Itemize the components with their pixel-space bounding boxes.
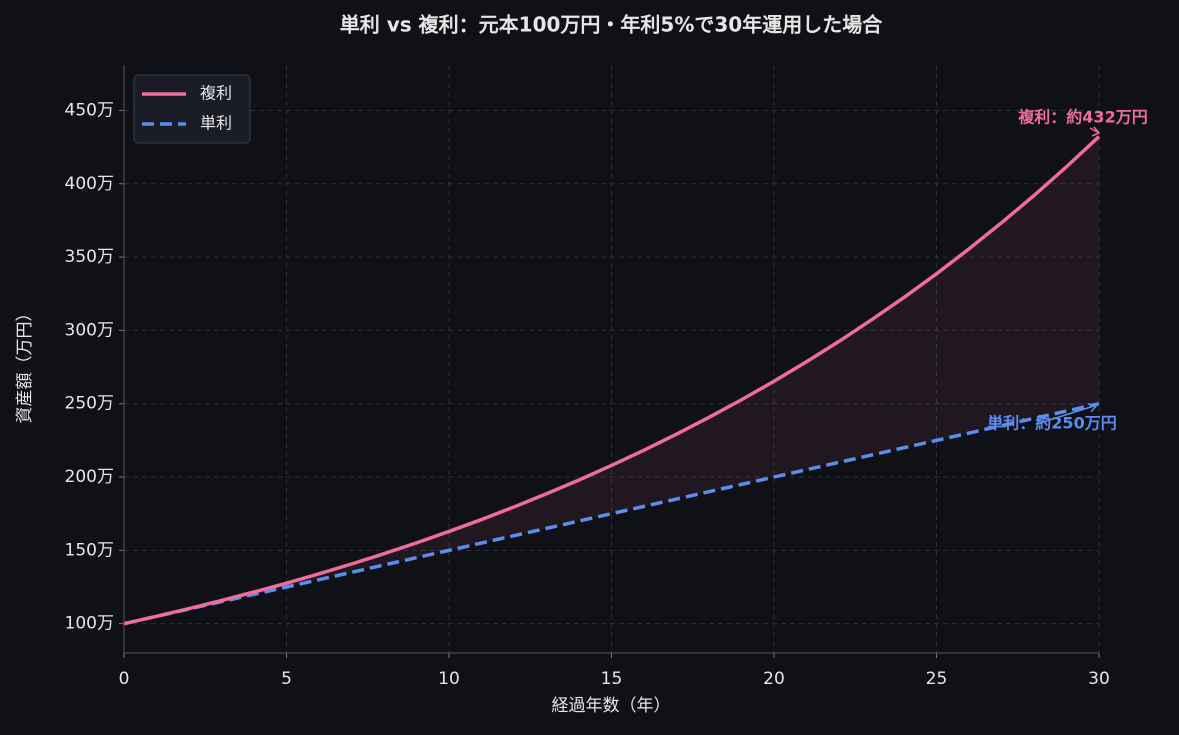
y-tick-label: 450万 [65, 100, 114, 120]
x-tick-label: 20 [763, 669, 785, 689]
x-tick-label: 0 [119, 669, 130, 689]
x-axis-label: 経過年数（年） [552, 696, 671, 716]
x-tick-label: 15 [601, 669, 623, 689]
difference-fill [124, 136, 1099, 624]
annotation: 複利：約432万円 [1017, 108, 1147, 127]
x-tick-label: 5 [281, 669, 292, 689]
annotation-arrow [1089, 126, 1101, 137]
legend-box [133, 74, 251, 144]
annotation: 単利：約250万円 [987, 414, 1116, 433]
y-axis-label: 資産額（万円） [15, 305, 35, 424]
series-line [123, 135, 1101, 626]
y-tick-label: 200万 [65, 467, 114, 487]
y-tick-label: 100万 [65, 614, 114, 634]
x-tick-label: 30 [1088, 669, 1110, 689]
legend-label: 単利 [200, 114, 232, 133]
series-line [123, 402, 1100, 626]
y-tick-label: 300万 [65, 320, 114, 340]
plot-area [119, 65, 1101, 658]
chart-title: 単利 vs 複利：元本100万円・年利5%で30年運用した場合 [340, 13, 883, 37]
annotation-arrow [1039, 403, 1099, 424]
y-tick-label: 250万 [65, 394, 114, 414]
y-tick-label: 400万 [65, 174, 114, 194]
x-tick-label: 25 [926, 669, 948, 689]
y-tick-label: 150万 [65, 540, 114, 560]
x-tick-label: 10 [438, 669, 460, 689]
legend-label: 複利 [200, 84, 232, 103]
y-tick-label: 350万 [65, 247, 114, 267]
